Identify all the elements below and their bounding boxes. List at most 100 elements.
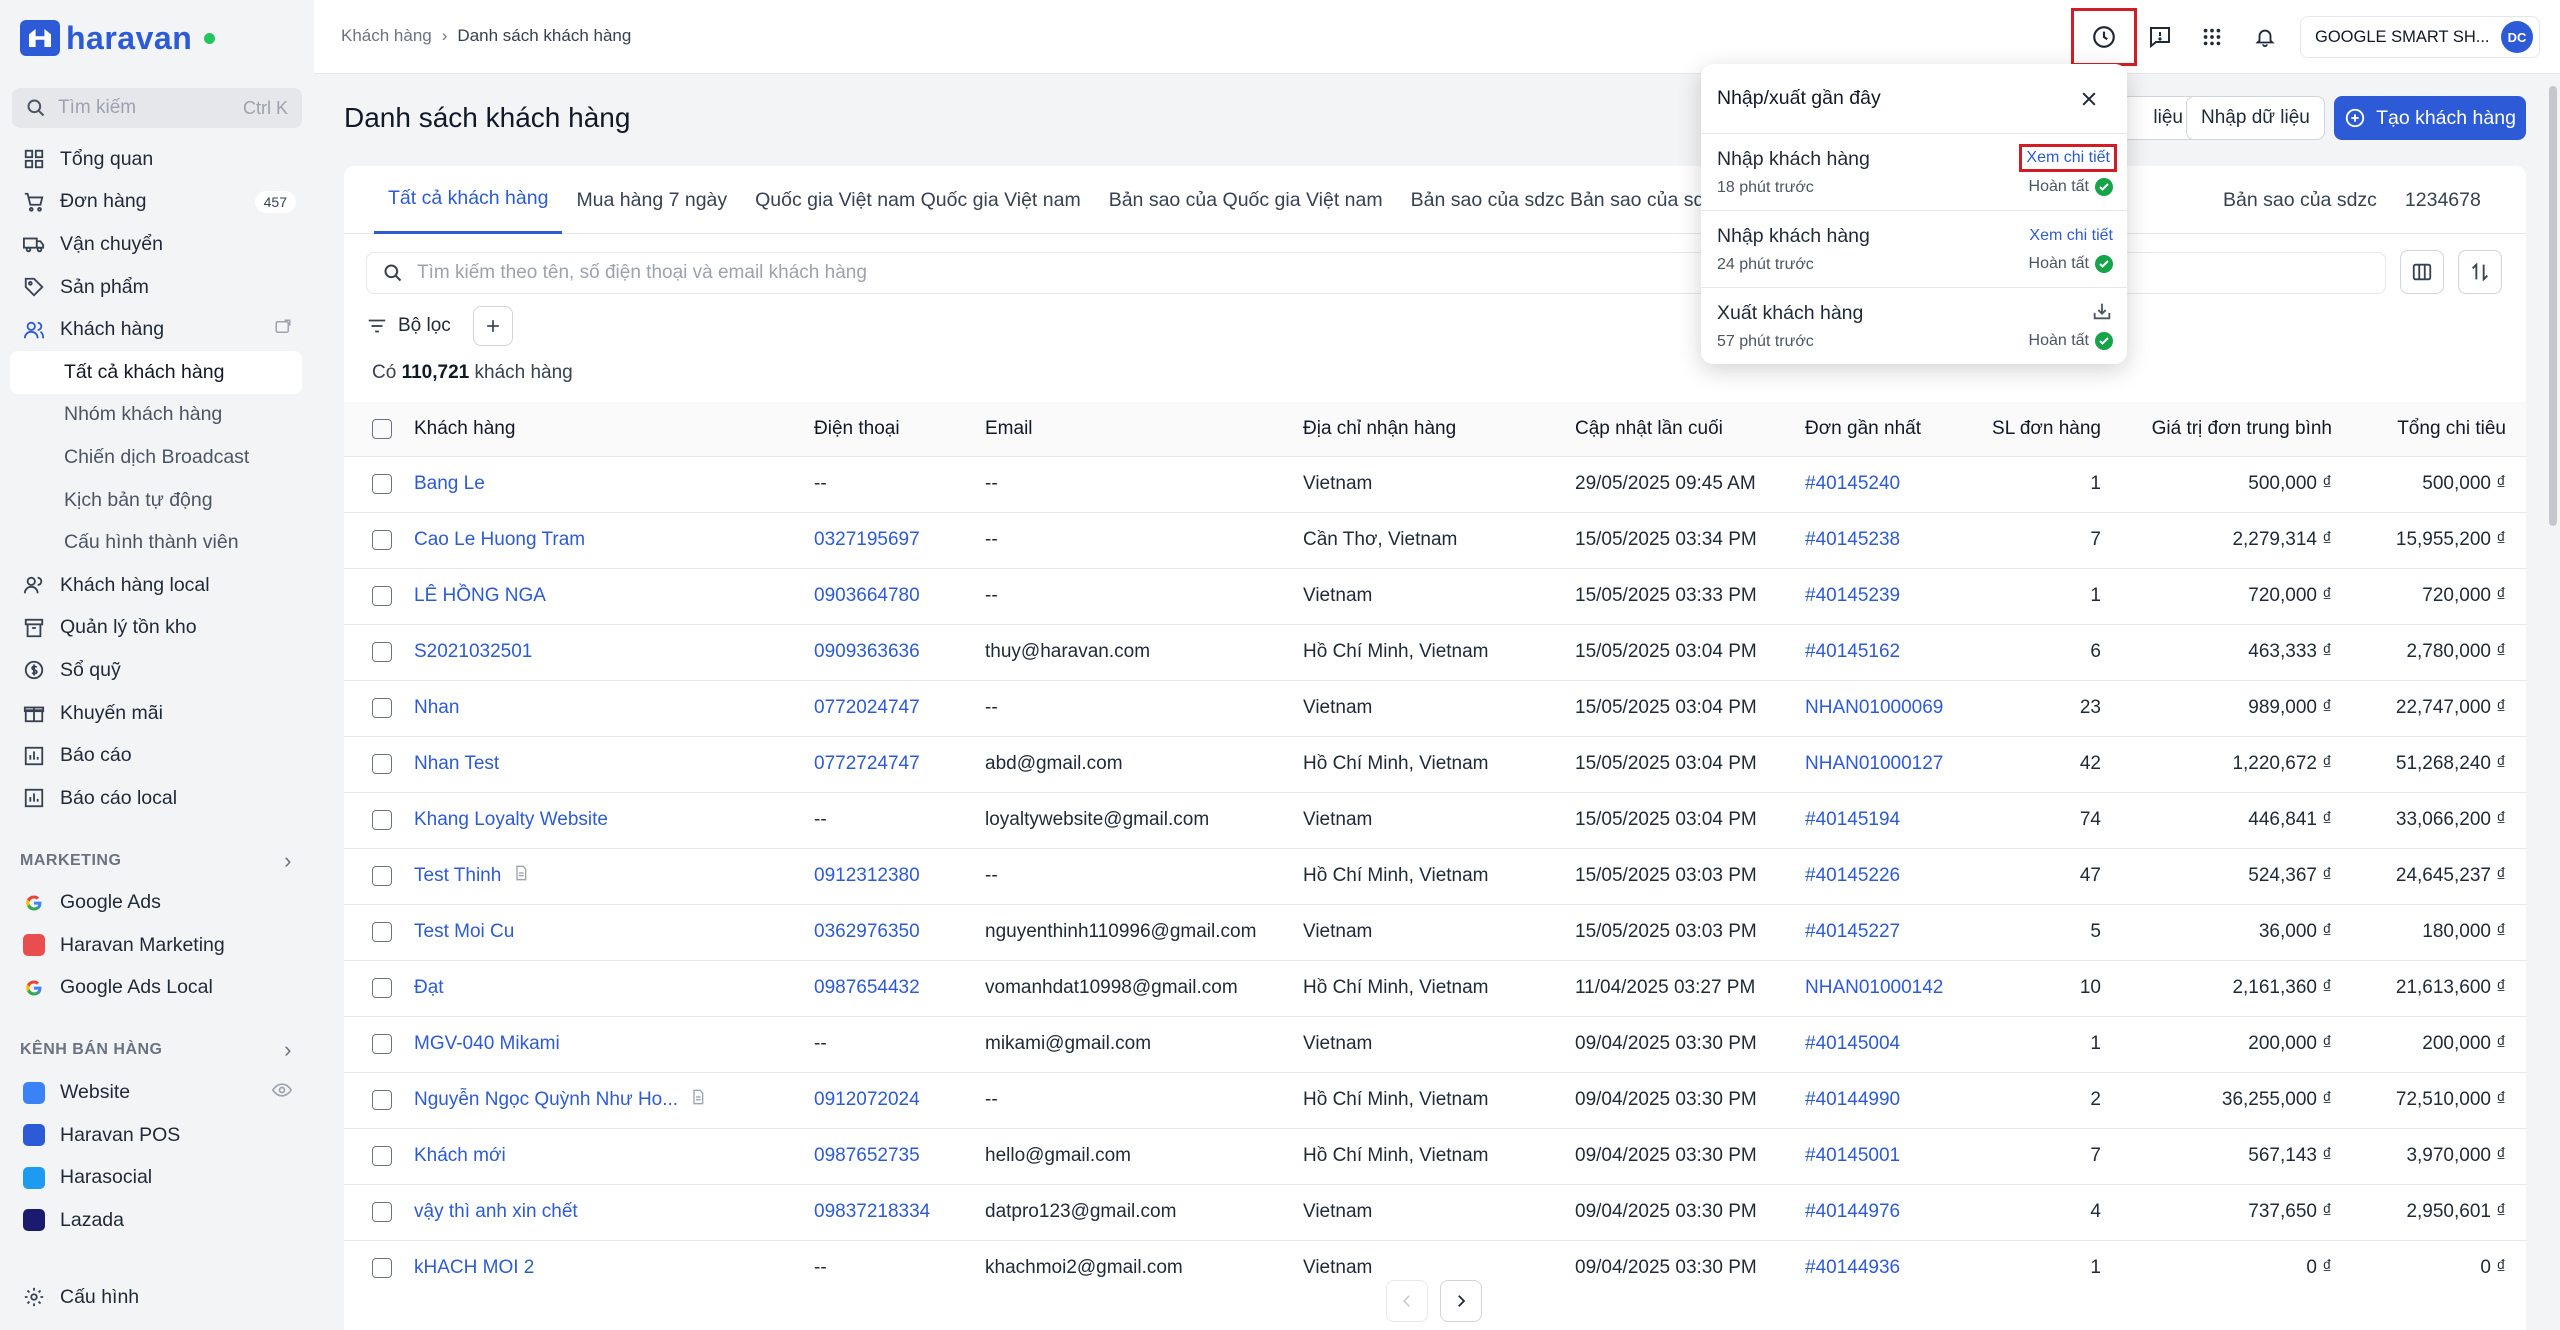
customer-name-text[interactable]: Bang Le (414, 473, 485, 494)
table-row[interactable]: vậy thì anh xin chết 09837218334 datpro123… (344, 1183, 2526, 1240)
open-in-new-icon[interactable] (274, 318, 292, 342)
cell-customer-name[interactable]: Khách mới (406, 1127, 806, 1184)
cell-phone[interactable]: 0327195697 (806, 511, 977, 568)
sort-button[interactable] (2458, 250, 2502, 294)
table-row[interactable]: Bang Le -- -- Vietnam 29/05/2025 09:45 AM #40… (344, 455, 2526, 512)
columns-button[interactable] (2400, 250, 2444, 294)
sidebar-item-automation[interactable]: Kịch bản tự động (64, 488, 213, 511)
sidebar-item-reports[interactable]: Báo cáo (10, 734, 306, 777)
select-all-checkbox[interactable] (372, 418, 392, 439)
customer-name-text[interactable]: LÊ HỒNG NGA (414, 585, 546, 606)
table-row[interactable]: LÊ HỒNG NGA 0903664780 -- Vietnam 15/05/2025… (344, 567, 2526, 624)
cell-latest-order[interactable]: #40145004 (1797, 1015, 1964, 1072)
cell-latest-order[interactable]: NHAN01000142 (1797, 959, 1964, 1016)
cell-latest-order[interactable]: #40144936 (1797, 1239, 1964, 1296)
latest-order-text[interactable]: #40145226 (1805, 865, 1901, 886)
col-header-last-updated[interactable]: Cập nhật lần cuối (1567, 402, 1797, 456)
cell-latest-order[interactable]: #40144990 (1797, 1071, 1964, 1128)
sidebar-search[interactable]: Tìm kiếm Ctrl K (12, 88, 302, 128)
tab-all-customers[interactable]: Tất cả khách hàng (374, 166, 563, 234)
cell-latest-order[interactable]: #40145194 (1797, 791, 1964, 848)
cell-phone[interactable]: 0903664780 (806, 567, 977, 624)
row-checkbox[interactable] (372, 1201, 392, 1222)
cell-latest-order[interactable]: NHAN01000069 (1797, 679, 1964, 736)
phone-text[interactable]: 0903664780 (814, 585, 920, 606)
sidebar-item-all-customers[interactable]: Tất cả khách hàng (10, 350, 302, 394)
sidebar-item-haravan-marketing[interactable]: Haravan Marketing (10, 924, 306, 967)
customer-name-text[interactable]: Nhan (414, 697, 460, 718)
row-checkbox[interactable] (372, 977, 392, 998)
marketing-section-header[interactable]: MARKETING › (10, 840, 306, 882)
cell-phone[interactable]: 0362976350 (806, 903, 977, 960)
store-account-menu[interactable]: GOOGLE SMART SH... DC (2300, 16, 2540, 58)
cell-customer-name[interactable]: Nhan Test (406, 735, 806, 792)
table-row[interactable]: S2021032501 0909363636 thuy@haravan.com Hồ … (344, 623, 2526, 680)
col-header-avg-order-value[interactable]: Giá trị đơn trung bình (2109, 402, 2340, 456)
view-details-link[interactable]: Xem chi tiết (2019, 144, 2117, 172)
cell-latest-order[interactable]: #40145227 (1797, 903, 1964, 960)
row-checkbox[interactable] (372, 1033, 392, 1054)
latest-order-text[interactable]: #40145238 (1805, 529, 1901, 550)
scrollbar-thumb[interactable] (2549, 86, 2557, 526)
col-header-email[interactable]: Email (977, 402, 1295, 456)
cell-phone[interactable]: 0912312380 (806, 847, 977, 904)
row-checkbox[interactable] (372, 473, 392, 494)
table-row[interactable]: MGV-040 Mikami -- mikami@gmail.com Vietnam 0… (344, 1015, 2526, 1072)
cell-latest-order[interactable]: #40145162 (1797, 623, 1964, 680)
sidebar-item-local-customers[interactable]: Khách hàng local (10, 564, 306, 607)
cell-phone[interactable]: 0987652735 (806, 1127, 977, 1184)
filter-label[interactable]: Bộ lọc (398, 315, 451, 336)
customer-name-text[interactable]: Khang Loyalty Website (414, 809, 608, 830)
prev-page-button[interactable] (1386, 1280, 1428, 1322)
sidebar-item-orders[interactable]: Đơn hàng 457 (10, 181, 306, 224)
latest-order-text[interactable]: NHAN01000127 (1805, 753, 1944, 774)
cell-customer-name[interactable]: Bang Le (406, 455, 806, 512)
sidebar-item-broadcast[interactable]: Chiến dịch Broadcast (64, 445, 250, 468)
customer-name-text[interactable]: Test Thinh (414, 865, 502, 886)
channels-section-header[interactable]: KÊNH BÁN HÀNG › (10, 1029, 306, 1071)
row-checkbox[interactable] (372, 809, 392, 830)
row-checkbox[interactable] (372, 585, 392, 606)
sidebar-item-local-reports[interactable]: Báo cáo local (10, 777, 306, 820)
sidebar-item-shipping[interactable]: Vận chuyển (10, 223, 306, 266)
row-checkbox[interactable] (372, 753, 392, 774)
breadcrumb-parent[interactable]: Khách hàng (341, 26, 432, 45)
phone-text[interactable]: 0909363636 (814, 641, 920, 662)
download-icon[interactable] (2091, 300, 2113, 327)
cell-latest-order[interactable]: #40145238 (1797, 511, 1964, 568)
customer-name-text[interactable]: Cao Le Huong Tram (414, 529, 586, 550)
phone-text[interactable]: 0772724747 (814, 753, 920, 774)
cell-latest-order[interactable]: #40145226 (1797, 847, 1964, 904)
sidebar-item-customers[interactable]: Khách hàng (10, 308, 306, 351)
sidebar-item-products[interactable]: Sản phẩm (10, 266, 306, 309)
row-checkbox[interactable] (372, 1145, 392, 1166)
phone-text[interactable]: 0912312380 (814, 865, 920, 886)
phone-text[interactable]: 0912072024 (814, 1089, 920, 1110)
sidebar-item-lazada[interactable]: Lazada (10, 1199, 306, 1242)
cell-customer-name[interactable]: kHACH MOI 2 (406, 1239, 806, 1296)
row-checkbox[interactable] (372, 697, 392, 718)
sidebar-item-customer-groups[interactable]: Nhóm khách hàng (64, 403, 223, 426)
table-row[interactable]: Cao Le Huong Tram 0327195697 -- Cần Thơ, Vi… (344, 511, 2526, 568)
customer-name-text[interactable]: Khách mới (414, 1145, 506, 1166)
row-checkbox[interactable] (372, 921, 392, 942)
table-row[interactable]: Khách mới 0987652735 hello@gmail.com Hồ Chí… (344, 1127, 2526, 1184)
cell-customer-name[interactable]: Test Thinh (406, 847, 806, 904)
import-export-history-button[interactable] (2071, 8, 2137, 66)
cell-customer-name[interactable]: Nguyễn Ngọc Quỳnh Như Ho... (406, 1071, 806, 1128)
sidebar-item-overview[interactable]: Tổng quan (10, 138, 306, 181)
cell-customer-name[interactable]: S2021032501 (406, 623, 806, 680)
customer-name-text[interactable]: vậy thì anh xin chết (414, 1201, 578, 1222)
customer-name-text[interactable]: S2021032501 (414, 641, 533, 662)
cell-customer-name[interactable]: Cao Le Huong Tram (406, 511, 806, 568)
next-page-button[interactable] (1440, 1280, 1482, 1322)
table-row[interactable]: Test Moi Cu 0362976350 nguyenthinh110996@g… (344, 903, 2526, 960)
tab-copy-country-vietnam[interactable]: Bản sao của Quốc gia Việt nam (1108, 188, 1383, 211)
phone-text[interactable]: 0772024747 (814, 697, 920, 718)
sidebar-item-settings[interactable]: Cấu hình (10, 1276, 306, 1319)
latest-order-text[interactable]: #40145001 (1805, 1145, 1901, 1166)
create-customer-button[interactable]: Tạo khách hàng (2334, 96, 2526, 140)
sidebar-item-inventory[interactable]: Quản lý tồn kho (10, 607, 306, 650)
cell-latest-order[interactable]: #40145240 (1797, 455, 1964, 512)
tab-1234678[interactable]: 1234678 (2404, 188, 2481, 211)
